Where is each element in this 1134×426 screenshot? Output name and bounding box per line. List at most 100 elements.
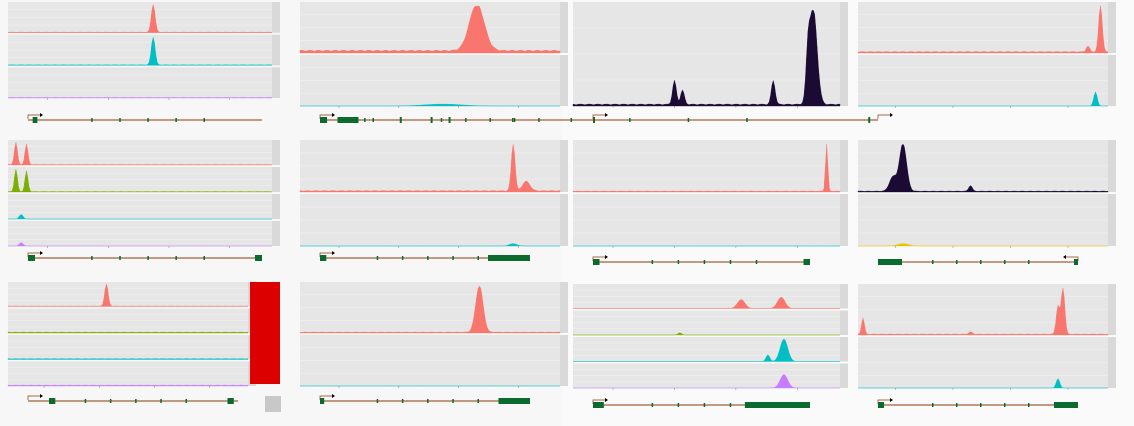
gene-model [27, 251, 262, 261]
gene-model [319, 113, 390, 123]
coverage-area [573, 374, 840, 389]
strand-arrow [877, 399, 890, 404]
track-strip [840, 363, 848, 388]
coverage-area [572, 144, 841, 193]
coverage-panel [7, 140, 280, 248]
exon [868, 117, 871, 123]
strand-arrow [319, 395, 332, 400]
exon [651, 403, 654, 407]
gene-model [390, 113, 893, 123]
coverage-panel [857, 2, 1116, 108]
track-strip [1108, 2, 1116, 53]
arrow-head [332, 394, 335, 398]
exon [477, 256, 479, 260]
coverage-area [572, 10, 841, 107]
exon [980, 260, 982, 264]
coverage-panel [572, 140, 848, 248]
coverage-area [299, 285, 561, 334]
track-strip [560, 282, 568, 333]
strand-arrow [592, 114, 605, 119]
track-strip [560, 194, 568, 246]
arrow-head [605, 255, 608, 259]
coverage-area [300, 243, 560, 247]
strand-arrow [877, 114, 890, 119]
track-strip [272, 2, 280, 33]
strand-arrow [592, 256, 605, 261]
exon [84, 399, 87, 403]
gene-model [27, 113, 262, 123]
coverage-area [573, 338, 840, 362]
exon [498, 398, 530, 404]
exon [629, 118, 631, 122]
exon [703, 260, 706, 264]
exon [401, 256, 404, 260]
exon [1054, 402, 1078, 408]
exon [651, 260, 654, 264]
coverage-area [7, 4, 273, 33]
arrow-head [40, 251, 43, 255]
exon [488, 255, 530, 261]
exon [1004, 403, 1006, 407]
coverage-area [300, 103, 560, 107]
exon [803, 259, 810, 265]
exon [448, 117, 451, 123]
coverage-panel [573, 284, 848, 390]
arrow-head [40, 394, 43, 398]
arrow-head [890, 398, 893, 402]
coverage-area [299, 5, 561, 54]
exon [175, 118, 177, 122]
exon [729, 260, 732, 264]
exon [376, 399, 379, 403]
exon [956, 403, 958, 407]
exon [399, 117, 402, 123]
strand-arrow [1066, 256, 1079, 261]
exon [452, 256, 454, 260]
exon [1028, 403, 1030, 407]
exon [427, 399, 429, 403]
exon [254, 255, 262, 261]
exon [119, 256, 121, 260]
exon [1028, 260, 1030, 264]
exon [372, 118, 374, 122]
track-strip [840, 284, 848, 309]
exon [320, 117, 327, 123]
coverage-area [858, 378, 1108, 389]
exon [744, 402, 810, 408]
track-strip [272, 34, 280, 66]
coverage-area [7, 37, 273, 66]
exon [746, 118, 748, 122]
exon [729, 403, 732, 407]
coverage-panel [299, 140, 568, 248]
strand-arrow [319, 252, 332, 257]
exon [338, 118, 341, 122]
exon [477, 399, 479, 403]
exon [687, 118, 690, 122]
coverage-area [7, 384, 249, 387]
arrow-head [332, 113, 335, 117]
exon [135, 399, 137, 403]
track-strip [272, 194, 280, 219]
coverage-area [857, 6, 1109, 54]
coverage-area [7, 283, 249, 307]
gene-model [319, 394, 530, 404]
exon [703, 403, 706, 407]
track-strip [1108, 284, 1116, 335]
coverage-panel [299, 2, 568, 108]
gene-model [592, 398, 810, 408]
exon [956, 260, 958, 264]
strand-arrow [319, 114, 332, 119]
exon [32, 117, 38, 123]
exon [91, 118, 93, 122]
exon [49, 398, 56, 404]
track-strip [840, 2, 848, 106]
track-strip [1108, 55, 1116, 106]
coverage-area [573, 332, 840, 336]
coverage-area [573, 297, 840, 309]
coverage-panel [857, 284, 1116, 390]
exon [147, 256, 149, 260]
arrow-head [1063, 255, 1066, 259]
gene-model [27, 394, 238, 404]
exon [1004, 260, 1006, 264]
exon [320, 255, 327, 261]
